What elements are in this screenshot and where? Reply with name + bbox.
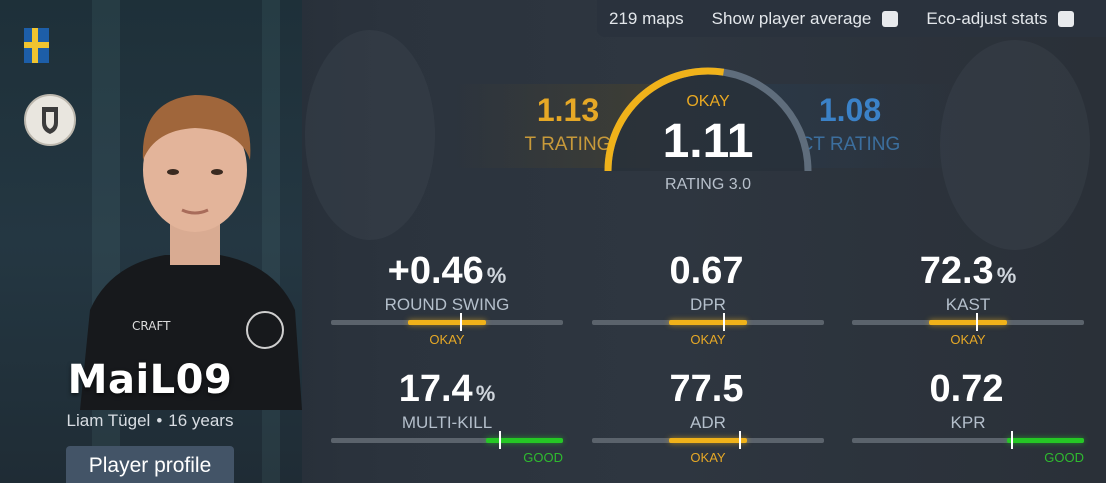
stat-value: 72.3% (919, 250, 1017, 292)
stat-adr: 77.5 ADR OKAY (592, 368, 824, 478)
player-real-name: Liam Tügel (66, 411, 151, 430)
stat-bar (592, 313, 824, 331)
player-age: 16 years (168, 411, 234, 430)
stat-bar-fill (668, 438, 748, 443)
stat-unit: % (486, 263, 507, 288)
rating-value: 1.11 (662, 115, 754, 168)
stat-label: ADR (690, 413, 726, 432)
stat-bar (331, 313, 563, 331)
stat-marker (499, 431, 502, 449)
stat-bar (331, 431, 563, 449)
show-player-average-toggle[interactable]: Show player average (712, 9, 899, 29)
stat-marker (723, 313, 726, 331)
t-rating-value: 1.13 (536, 92, 600, 128)
player-nickname: MaiL09 (67, 357, 233, 403)
stat-value: +0.46% (387, 250, 507, 292)
ct-background-art (940, 40, 1090, 250)
separator: • (156, 411, 163, 430)
stat-bar-fill (407, 320, 487, 325)
svg-text:CRAFT: CRAFT (132, 319, 171, 333)
stat-status: OKAY (950, 332, 986, 347)
stat-status: GOOD (523, 450, 563, 465)
stat-bar (852, 313, 1084, 331)
terrorist-background-art (305, 30, 435, 240)
t-rating-label: T RATING (524, 134, 612, 155)
stats-toolbar: 219 maps Show player average Eco-adjust … (597, 0, 1106, 37)
ct-rating-value: 1.08 (818, 92, 882, 128)
stat-marker (459, 313, 462, 331)
stat-value: 0.67 (669, 250, 744, 292)
stat-bar (592, 431, 824, 449)
stat-label: MULTI-KILL (401, 413, 493, 432)
stat-value: 77.5 (669, 368, 744, 410)
stat-status: OKAY (690, 332, 726, 347)
stat-marker (1011, 431, 1014, 449)
ct-rating-label: CT RATING (799, 134, 901, 155)
stat-status: OKAY (429, 332, 465, 347)
stat-bar-fill (668, 320, 748, 325)
team-logo-icon[interactable] (24, 94, 76, 146)
rating-status: OKAY (686, 93, 730, 110)
sweden-flag-icon (24, 28, 49, 63)
player-details: Liam Tügel • 16 years (0, 411, 300, 431)
eco-adjust-label: Eco-adjust stats (926, 8, 1048, 28)
stat-bar (852, 431, 1084, 449)
stat-dpr: 0.67 DPR OKAY (592, 250, 824, 360)
stat-status: OKAY (690, 450, 726, 465)
rating-gauge (604, 67, 812, 172)
stat-status: GOOD (1044, 450, 1084, 465)
show-player-average-label: Show player average (711, 8, 872, 28)
stat-unit: % (996, 263, 1017, 288)
stat-bar-fill (1007, 438, 1084, 443)
stat-kast: 72.3% KAST OKAY (852, 250, 1084, 360)
player-photo: CRAFT (80, 95, 302, 410)
eco-adjust-toggle[interactable]: Eco-adjust stats (926, 8, 1075, 29)
stat-marker (739, 431, 742, 449)
stat-bar-fill (928, 320, 1008, 325)
stat-value: 0.72 (929, 368, 1004, 410)
rating-label: RATING 3.0 (665, 176, 751, 193)
stat-value: 17.4% (398, 368, 496, 410)
stat-label: KAST (945, 295, 991, 314)
eco-adjust-checkbox[interactable] (1058, 10, 1075, 27)
stat-label: DPR (690, 295, 726, 314)
stat-multi-kill: 17.4% MULTI-KILL GOOD (331, 368, 563, 478)
stat-unit: % (475, 381, 496, 406)
stat-marker (976, 313, 979, 331)
stat-label: ROUND SWING (384, 295, 510, 314)
stat-kpr: 0.72 KPR GOOD (852, 368, 1084, 478)
stat-label: KPR (950, 413, 986, 432)
player-panel: CRAFT MaiL09 Liam Tügel • 16 years Player … (0, 0, 302, 483)
stat-bar-fill (486, 438, 563, 443)
stat-round-swing: +0.46% ROUND SWING OKAY (331, 250, 563, 360)
show-player-average-checkbox[interactable] (882, 10, 899, 27)
player-profile-button[interactable]: Player profile (66, 446, 234, 483)
maps-count: 219 maps (609, 8, 684, 28)
